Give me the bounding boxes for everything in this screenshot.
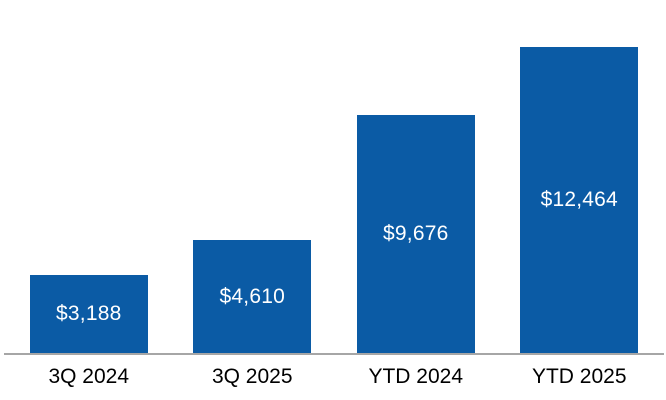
bar-cell: $9,676: [334, 115, 498, 353]
bar-value-label: $12,464: [540, 188, 618, 211]
bar-cell: $3,188: [7, 275, 171, 353]
bar: $3,188: [29, 275, 148, 353]
bar-value-label: $3,188: [56, 302, 122, 325]
x-axis-category-label: 3Q 2025: [211, 365, 293, 388]
x-axis-labels: 3Q 2024 3Q 2025 YTD 2024 YTD 2025: [7, 364, 661, 389]
bar-value-label: $9,676: [383, 222, 449, 245]
bar-cell: $4,610: [171, 240, 335, 353]
x-axis-category-label: 3Q 2024: [48, 365, 130, 388]
bar: $9,676: [356, 115, 475, 353]
bar-value-label: $4,610: [219, 284, 285, 308]
bar-cell: $12,464: [498, 47, 662, 353]
plot-area: $3,188 $4,610 $9,676 $12,464: [7, 47, 661, 353]
x-axis-category-label: YTD 2025: [531, 365, 627, 388]
bar: $4,610: [193, 240, 312, 353]
bar: $12,464: [520, 47, 639, 353]
x-axis-category-label: YTD 2024: [368, 365, 464, 388]
x-axis-line: [4, 353, 664, 355]
